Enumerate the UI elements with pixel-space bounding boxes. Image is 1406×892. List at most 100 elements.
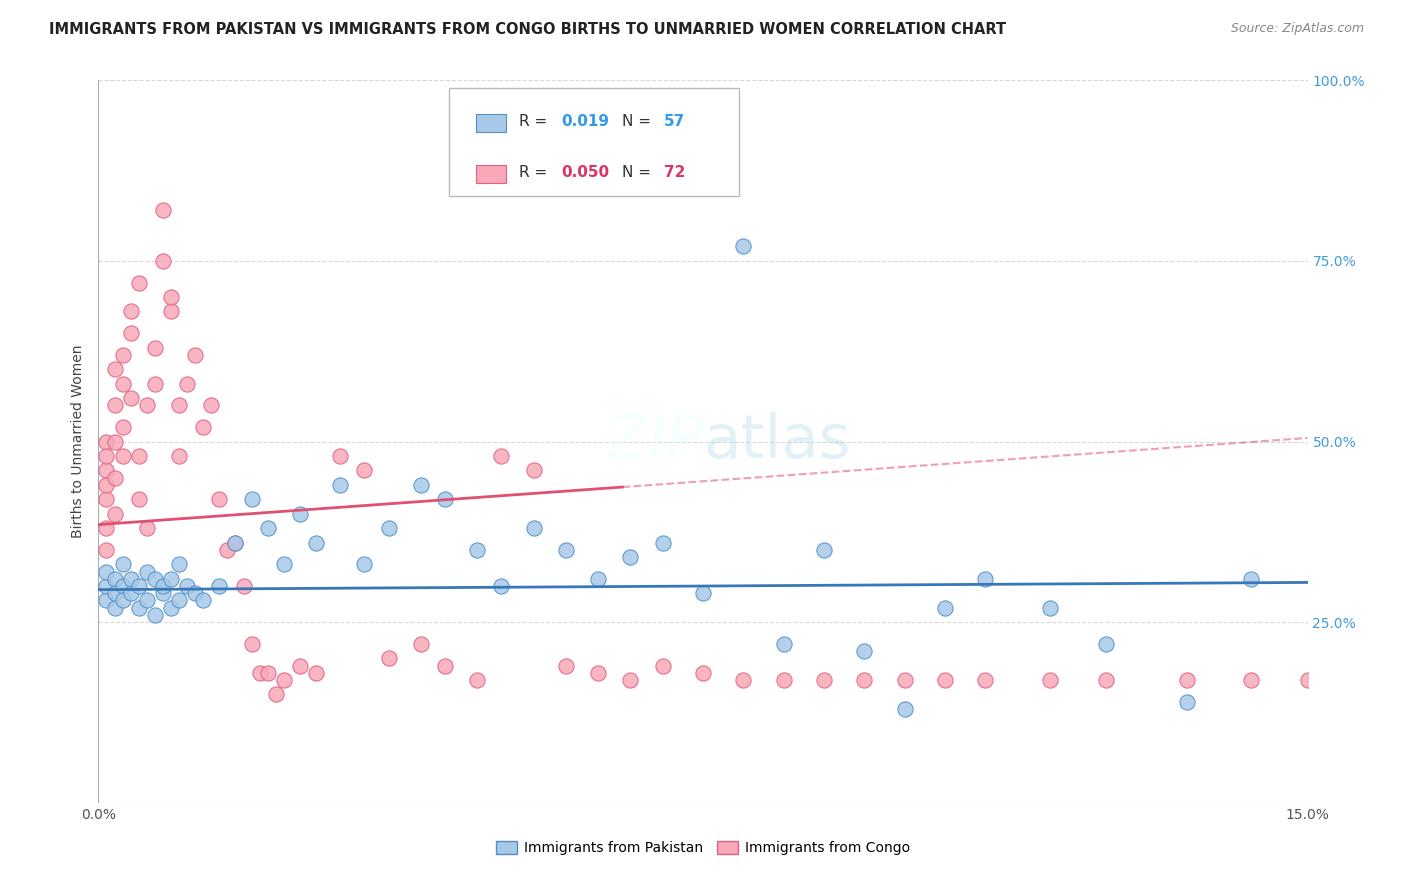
Point [160, 572, 183, 586]
Point [249, 665, 271, 680]
Point [184, 586, 207, 600]
Point [465, 542, 488, 557]
FancyBboxPatch shape [449, 87, 740, 196]
Point [135, 521, 157, 535]
Point [193, 420, 215, 434]
Point [555, 658, 578, 673]
Point [120, 304, 142, 318]
Point [733, 239, 755, 253]
Point [103, 470, 125, 484]
Text: N =: N = [621, 114, 655, 129]
Point [120, 326, 142, 340]
Point [240, 637, 263, 651]
Point [491, 449, 513, 463]
Point [103, 507, 125, 521]
Point [1240, 673, 1263, 687]
Point [1095, 673, 1118, 687]
Point [619, 550, 641, 565]
Point [772, 673, 794, 687]
Point [152, 203, 174, 218]
Point [208, 492, 231, 507]
Point [555, 542, 578, 557]
Point [256, 521, 278, 535]
Point [813, 542, 835, 557]
Point [160, 304, 183, 318]
Point [1175, 673, 1198, 687]
Point [853, 673, 876, 687]
Point [176, 579, 198, 593]
Text: R =: R = [519, 164, 553, 179]
Point [96, 565, 118, 579]
Point [135, 398, 157, 412]
FancyBboxPatch shape [475, 165, 506, 183]
Point [96, 478, 118, 492]
Text: 57: 57 [664, 114, 686, 129]
Point [167, 449, 190, 463]
Y-axis label: Births to Unmarried Women: Births to Unmarried Women [72, 345, 86, 538]
Point [692, 665, 714, 680]
Point [103, 434, 125, 449]
Point [434, 492, 457, 507]
Point [103, 362, 125, 376]
Point [1175, 695, 1198, 709]
Point [111, 593, 134, 607]
Point [273, 673, 295, 687]
Text: R =: R = [519, 114, 553, 129]
Point [733, 673, 755, 687]
Legend: Immigrants from Pakistan, Immigrants from Congo: Immigrants from Pakistan, Immigrants fro… [491, 836, 915, 861]
Point [143, 607, 166, 622]
Point [523, 463, 546, 477]
Point [934, 673, 956, 687]
Point [167, 593, 190, 607]
Point [264, 687, 287, 701]
Point [377, 521, 399, 535]
Point [193, 593, 215, 607]
Point [96, 579, 118, 593]
Point [305, 535, 328, 549]
Point [853, 644, 876, 658]
Point [128, 492, 150, 507]
Point [128, 276, 150, 290]
Point [1296, 673, 1319, 687]
Point [160, 600, 183, 615]
Text: 0.050: 0.050 [561, 164, 610, 179]
Point [135, 593, 157, 607]
Point [128, 579, 150, 593]
Point [96, 434, 118, 449]
Point [974, 572, 997, 586]
Point [152, 586, 174, 600]
Point [224, 535, 246, 549]
Point [329, 478, 352, 492]
Point [152, 579, 174, 593]
Point [96, 492, 118, 507]
Text: IMMIGRANTS FROM PAKISTAN VS IMMIGRANTS FROM CONGO BIRTHS TO UNMARRIED WOMEN CORR: IMMIGRANTS FROM PAKISTAN VS IMMIGRANTS F… [49, 22, 1007, 37]
Point [167, 398, 190, 412]
Point [208, 579, 231, 593]
Point [305, 665, 328, 680]
Point [103, 600, 125, 615]
Point [120, 391, 142, 405]
Point [288, 658, 311, 673]
Point [120, 586, 142, 600]
Point [103, 398, 125, 412]
Text: 72: 72 [664, 164, 686, 179]
Point [974, 673, 997, 687]
Point [224, 535, 246, 549]
Point [111, 348, 134, 362]
Point [160, 290, 183, 304]
Point [184, 348, 207, 362]
Point [619, 673, 641, 687]
Point [1039, 673, 1062, 687]
Point [232, 579, 254, 593]
Text: ZIP: ZIP [606, 412, 703, 471]
Point [586, 665, 609, 680]
FancyBboxPatch shape [475, 114, 506, 132]
Point [353, 463, 375, 477]
Point [128, 600, 150, 615]
Text: atlas: atlas [703, 412, 851, 471]
Text: N =: N = [621, 164, 655, 179]
Point [103, 572, 125, 586]
Point [1240, 572, 1263, 586]
Point [176, 376, 198, 391]
Point [893, 702, 915, 716]
